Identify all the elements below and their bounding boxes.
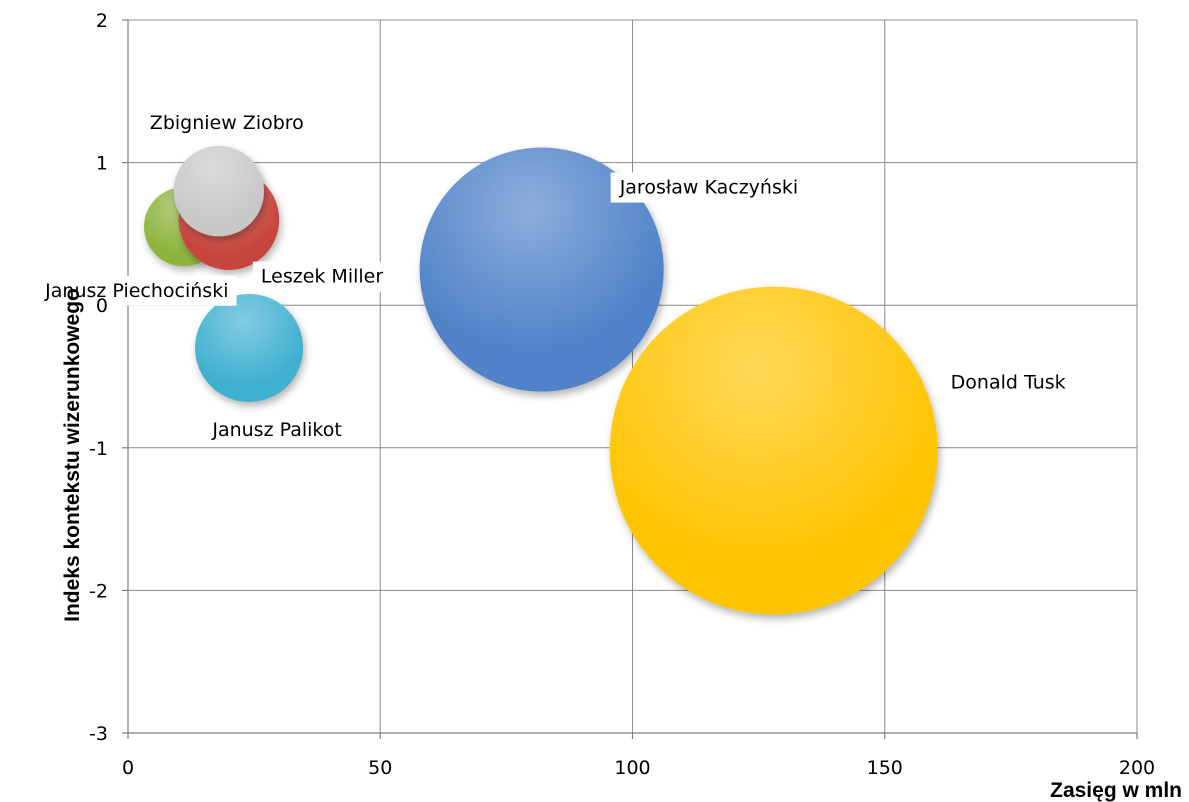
label-background bbox=[141, 107, 312, 138]
bubble-label-janusz-piechocinski: Janusz Piechociński bbox=[36, 275, 237, 306]
bubble-label-text: Jarosław Kaczyński bbox=[619, 177, 798, 199]
y-tick-label: 2 bbox=[96, 10, 108, 32]
bubble-label-text: Janusz Palikot bbox=[211, 419, 341, 441]
bubble-labels: Janusz Piechociński Leszek Miller Zbigniew… bbox=[36, 107, 1074, 446]
bubble-label-janusz-palikot: Janusz Palikot bbox=[203, 415, 350, 446]
bubble-highlight bbox=[195, 293, 304, 403]
bubble-label-text: Janusz Piechociński bbox=[44, 280, 228, 302]
bubble-donald-tusk bbox=[609, 286, 938, 615]
label-background bbox=[942, 367, 1074, 398]
label-background bbox=[252, 261, 392, 292]
x-tick-label: 200 bbox=[1119, 757, 1155, 779]
bubble-jaroslaw-kaczynski bbox=[419, 147, 664, 392]
bubbles bbox=[144, 145, 938, 615]
bubble-highlight bbox=[419, 147, 664, 392]
y-tick-label: 0 bbox=[96, 295, 108, 317]
label-background bbox=[610, 172, 807, 203]
bubble-label-leszek-miller: Leszek Miller bbox=[252, 261, 392, 292]
x-tick-label: 100 bbox=[614, 757, 650, 779]
grid bbox=[122, 19, 1138, 739]
y-tick-label: -2 bbox=[89, 580, 108, 602]
y-tick-label: -1 bbox=[89, 438, 108, 460]
y-tick-label: 1 bbox=[96, 153, 108, 175]
tick-labels: 0 50 100 150 200 2 1 0 -1 -2 -3 bbox=[89, 10, 1155, 779]
bubble-label-donald-tusk: Donald Tusk bbox=[942, 367, 1074, 398]
x-tick-label: 150 bbox=[867, 757, 903, 779]
bubble-label-text: Donald Tusk bbox=[951, 372, 1066, 394]
y-tick-label: -3 bbox=[89, 723, 108, 745]
label-background bbox=[36, 275, 237, 306]
x-tick-label: 50 bbox=[368, 757, 392, 779]
bubble-label-text: Leszek Miller bbox=[261, 266, 383, 288]
bubble-janusz-palikot bbox=[195, 293, 304, 403]
x-tick-label: 0 bbox=[122, 757, 134, 779]
bubble-label-text: Zbigniew Ziobro bbox=[150, 112, 304, 134]
label-background bbox=[203, 415, 350, 446]
bubble-highlight bbox=[609, 286, 938, 615]
bubble-highlight bbox=[173, 145, 265, 237]
bubble-label-jaroslaw-kaczynski: Jarosław Kaczyński bbox=[610, 172, 807, 203]
bubble-label-zbigniew-ziobro: Zbigniew Ziobro bbox=[141, 107, 312, 138]
bubble-zbigniew-ziobro bbox=[173, 145, 265, 237]
x-axis-title: Zasięg w mln bbox=[1050, 779, 1182, 802]
y-axis-title: Indeks kontekstu wizerunkowego bbox=[61, 288, 84, 622]
